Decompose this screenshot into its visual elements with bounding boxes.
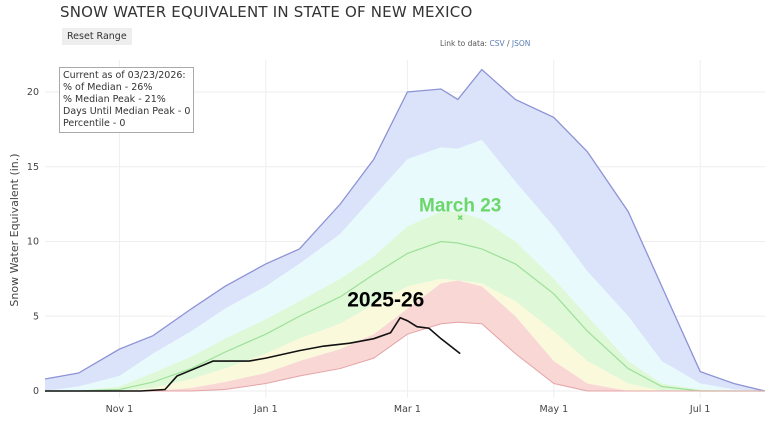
current-season-line [45,316,461,392]
min-line [45,321,765,392]
data-links: Link to data: CSV / JSON [440,39,530,48]
max-line [44,68,766,392]
current-status-box: Current as of 03/23/2026: % of Median - … [59,67,195,133]
json-link[interactable]: JSON [511,39,531,48]
y-tick-label: 15 [27,162,39,173]
y-tick-label: 20 [27,87,39,98]
link-prefix: Link to data: [440,39,490,48]
band-30-10 [45,278,765,391]
band-70-median [45,211,765,391]
csv-link[interactable]: CSV [489,39,505,48]
reset-range-button[interactable]: Reset Range [62,28,132,45]
info-line: Current as of 03/23/2026: [63,70,186,81]
chart-title: SNOW WATER EQUIVALENT IN STATE OF NEW ME… [60,3,473,21]
annotation-march-23: March 23 [419,196,501,217]
x-tick-label: Jul 1 [689,404,711,415]
band-90-70 [45,139,765,391]
y-axis-label: Snow Water Equivalent (in.) [8,153,21,306]
info-line: % Median Peak - 21% [63,94,166,105]
x-tick-label: Jan 1 [253,404,278,415]
y-tick-label: 5 [33,311,39,322]
x-tick-label: May 1 [539,404,568,415]
x-tick-label: Nov 1 [106,404,134,415]
y-tick-label: 10 [27,237,39,248]
annotation-current-season: 2025-26 [347,288,424,311]
median-line [45,240,765,392]
x-marker-icon [457,215,463,221]
link-separator: / [504,39,512,48]
x-tick-label: Mar 1 [394,404,421,415]
info-line: Days Until Median Peak - 0 [63,106,191,117]
y-tick-label: 0 [33,386,39,397]
info-line: % of Median - 26% [63,82,153,93]
band-median-30 [45,241,765,391]
info-line: Percentile - 0 [63,118,126,129]
